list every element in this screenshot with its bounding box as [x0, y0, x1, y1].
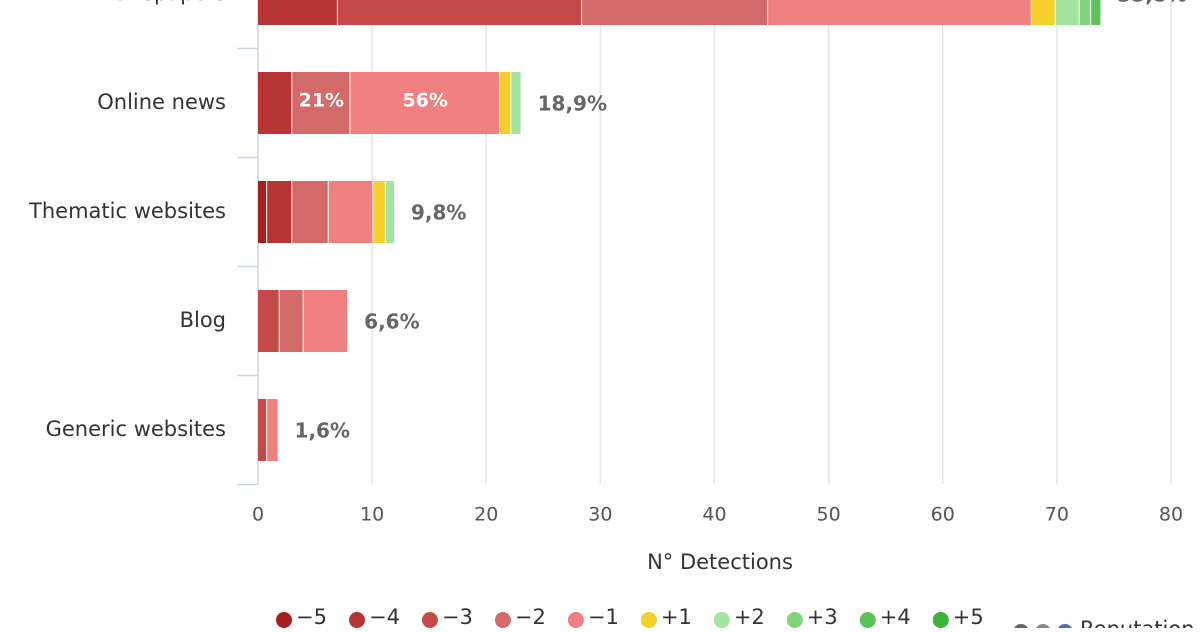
bar-segment: [258, 72, 292, 134]
bar-segment: [279, 290, 303, 352]
x-tick-label: 40: [702, 504, 726, 526]
bar-segment: [292, 181, 328, 243]
bar-segment: [1091, 0, 1101, 25]
legend-marker: [494, 612, 511, 628]
x-axis-title: N° Detections: [647, 550, 793, 574]
legend-marker: [421, 612, 438, 628]
legend2-marker: [1035, 624, 1051, 632]
legend-marker: [567, 612, 584, 628]
category-label: Thematic websites: [28, 199, 226, 223]
bar-segment: [768, 0, 1031, 25]
legend-label: +5: [953, 605, 984, 628]
legend-marker: [786, 612, 803, 628]
x-tick-label: 80: [1159, 504, 1183, 526]
segment-label: 56%: [402, 90, 447, 112]
bar-segment: [337, 0, 582, 25]
legend-marker: [859, 612, 876, 628]
bar-segment: [303, 290, 348, 352]
bar-segment: [350, 72, 499, 134]
bar-segment: [258, 0, 337, 25]
bar-segment: [373, 181, 385, 243]
category-label: Newspapers: [97, 0, 226, 5]
legend-label: −3: [442, 605, 473, 628]
x-tick-label: 50: [817, 504, 841, 526]
category-label: Blog: [180, 308, 226, 332]
total-label: 35,8%: [1117, 0, 1186, 7]
legend-marker: [713, 612, 730, 628]
legend-label: +4: [880, 605, 911, 628]
bar-segment: [1031, 0, 1055, 25]
bar-segment: [258, 399, 267, 461]
bar-segment: [385, 181, 394, 243]
bar-segment: [267, 399, 278, 461]
bar-segment: [267, 181, 292, 243]
total-label: 1,6%: [295, 419, 350, 443]
legend2-marker: [1013, 624, 1029, 632]
bar-segment: [511, 72, 521, 134]
legend-marker: [640, 612, 657, 628]
legend2-marker: [1057, 624, 1073, 632]
total-label: 9,8%: [411, 201, 466, 225]
legend-marker: [932, 612, 949, 628]
legend-label: +2: [734, 605, 765, 628]
x-tick-label: 60: [931, 504, 955, 526]
legend-label: −4: [369, 605, 400, 628]
legend-marker: [276, 612, 292, 628]
category-label: Generic websites: [46, 417, 226, 441]
bar-segment: [582, 0, 768, 25]
total-label: 6,6%: [364, 310, 419, 334]
legend-label: −1: [588, 605, 619, 628]
legend-label: −2: [515, 605, 546, 628]
total-label: 18,9%: [538, 92, 607, 116]
category-label: Online news: [97, 90, 226, 114]
bar-segment: [292, 72, 350, 134]
x-tick-label: 10: [360, 504, 384, 526]
x-tick-label: 20: [474, 504, 498, 526]
x-tick-label: 70: [1045, 504, 1069, 526]
segment-label: 21%: [299, 90, 344, 112]
bar-segment: [258, 181, 267, 243]
legend-label: +1: [661, 605, 692, 628]
legend-label: +3: [807, 605, 838, 628]
bar-segment: [1055, 0, 1079, 25]
legend-marker: [348, 612, 365, 628]
bar-segment: [328, 181, 373, 243]
legend2-title: Reputation: [1080, 617, 1195, 628]
bar-segment: [258, 290, 279, 352]
bar-segment: [499, 72, 511, 134]
bar-segment: [1079, 0, 1091, 25]
legend-label: −5: [296, 605, 327, 628]
x-tick-label: 30: [588, 504, 612, 526]
x-tick-label: 0: [252, 504, 264, 526]
